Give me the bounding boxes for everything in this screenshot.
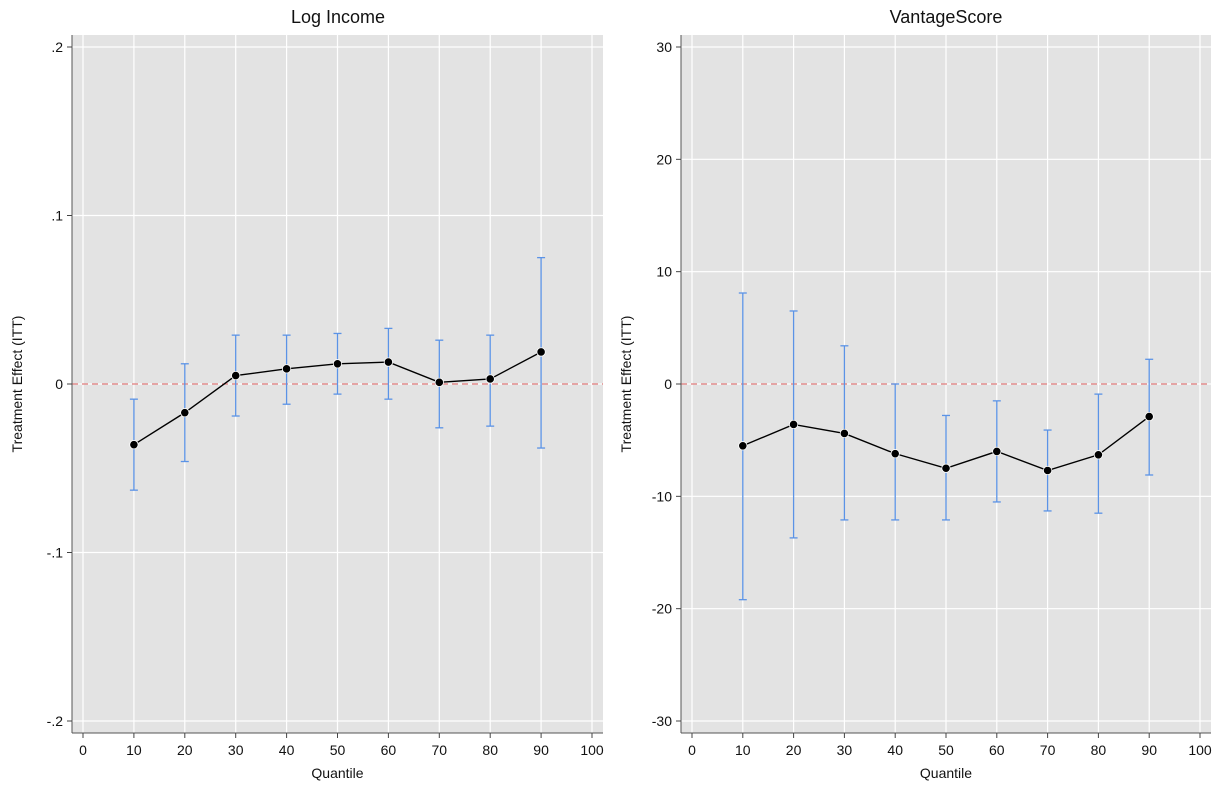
y-tick-label: 30 (656, 39, 672, 55)
estimate-point (941, 463, 951, 473)
x-tick-label: 0 (79, 742, 87, 758)
estimate-point (180, 408, 190, 418)
estimate-point (1093, 450, 1104, 460)
x-tick-label: 30 (837, 742, 853, 758)
x-tick-label: 20 (786, 742, 802, 758)
x-tick-label: 20 (177, 742, 193, 758)
y-tick-label: -20 (652, 601, 672, 617)
chart-title: Log Income (291, 7, 385, 27)
x-tick-label: 80 (1091, 742, 1107, 758)
x-axis-label: Quantile (920, 765, 972, 781)
estimate-point (129, 440, 139, 450)
y-axis-label: Treatment Effect (ITT) (9, 316, 25, 453)
y-tick-label: 20 (656, 151, 672, 167)
estimate-point (1043, 465, 1053, 476)
estimate-point (738, 441, 748, 451)
x-tick-label: 100 (1188, 742, 1212, 758)
y-tick-label: -.1 (47, 545, 64, 561)
estimate-point (992, 446, 1002, 456)
x-tick-label: 10 (735, 742, 751, 758)
estimate-point (1144, 411, 1154, 422)
chart-title: VantageScore (890, 7, 1003, 27)
x-tick-label: 80 (482, 742, 498, 758)
x-tick-label: 0 (688, 742, 696, 758)
x-tick-label: 90 (533, 742, 549, 758)
x-axis-label: Quantile (311, 765, 363, 781)
estimate-point (434, 377, 444, 387)
y-tick-label: 0 (55, 376, 63, 392)
x-tick-label: 40 (887, 742, 903, 758)
estimate-point (839, 428, 850, 439)
y-axis-label: Treatment Effect (ITT) (618, 316, 634, 453)
y-tick-label: -10 (652, 488, 672, 504)
x-tick-label: 30 (228, 742, 244, 758)
y-tick-label: -30 (652, 713, 672, 729)
estimate-point (281, 364, 292, 374)
y-tick-label: 0 (664, 376, 672, 392)
y-tick-label: .2 (51, 39, 63, 55)
x-tick-label: 50 (330, 742, 346, 758)
x-tick-label: 70 (1040, 742, 1056, 758)
estimate-point (332, 359, 343, 369)
estimate-point (890, 449, 900, 459)
estimate-point (485, 374, 495, 384)
x-tick-label: 60 (381, 742, 397, 758)
x-tick-label: 10 (126, 742, 142, 758)
y-tick-label: 10 (656, 264, 672, 280)
estimate-point (536, 347, 546, 357)
x-tick-label: 40 (279, 742, 295, 758)
chart-panel-1: 0 10 20 30 40 50 60 70 80 90 100 -.2 -.1 0 .1 .2 Log Inc… (9, 7, 604, 781)
estimate-point (383, 357, 393, 367)
estimate-point (788, 419, 799, 430)
x-tick-label: 60 (989, 742, 1005, 758)
x-tick-label: 90 (1141, 742, 1157, 758)
chart-panel-2: 0 10 20 30 40 50 60 70 80 90 100 -30 -20 -10 0 10 20 30 Va… (618, 7, 1212, 781)
x-tick-label: 100 (580, 742, 604, 758)
estimate-point (231, 370, 241, 381)
y-tick-label: .1 (51, 208, 63, 224)
x-tick-label: 70 (432, 742, 448, 758)
x-tick-label: 50 (938, 742, 954, 758)
y-tick-label: -.2 (47, 713, 64, 729)
